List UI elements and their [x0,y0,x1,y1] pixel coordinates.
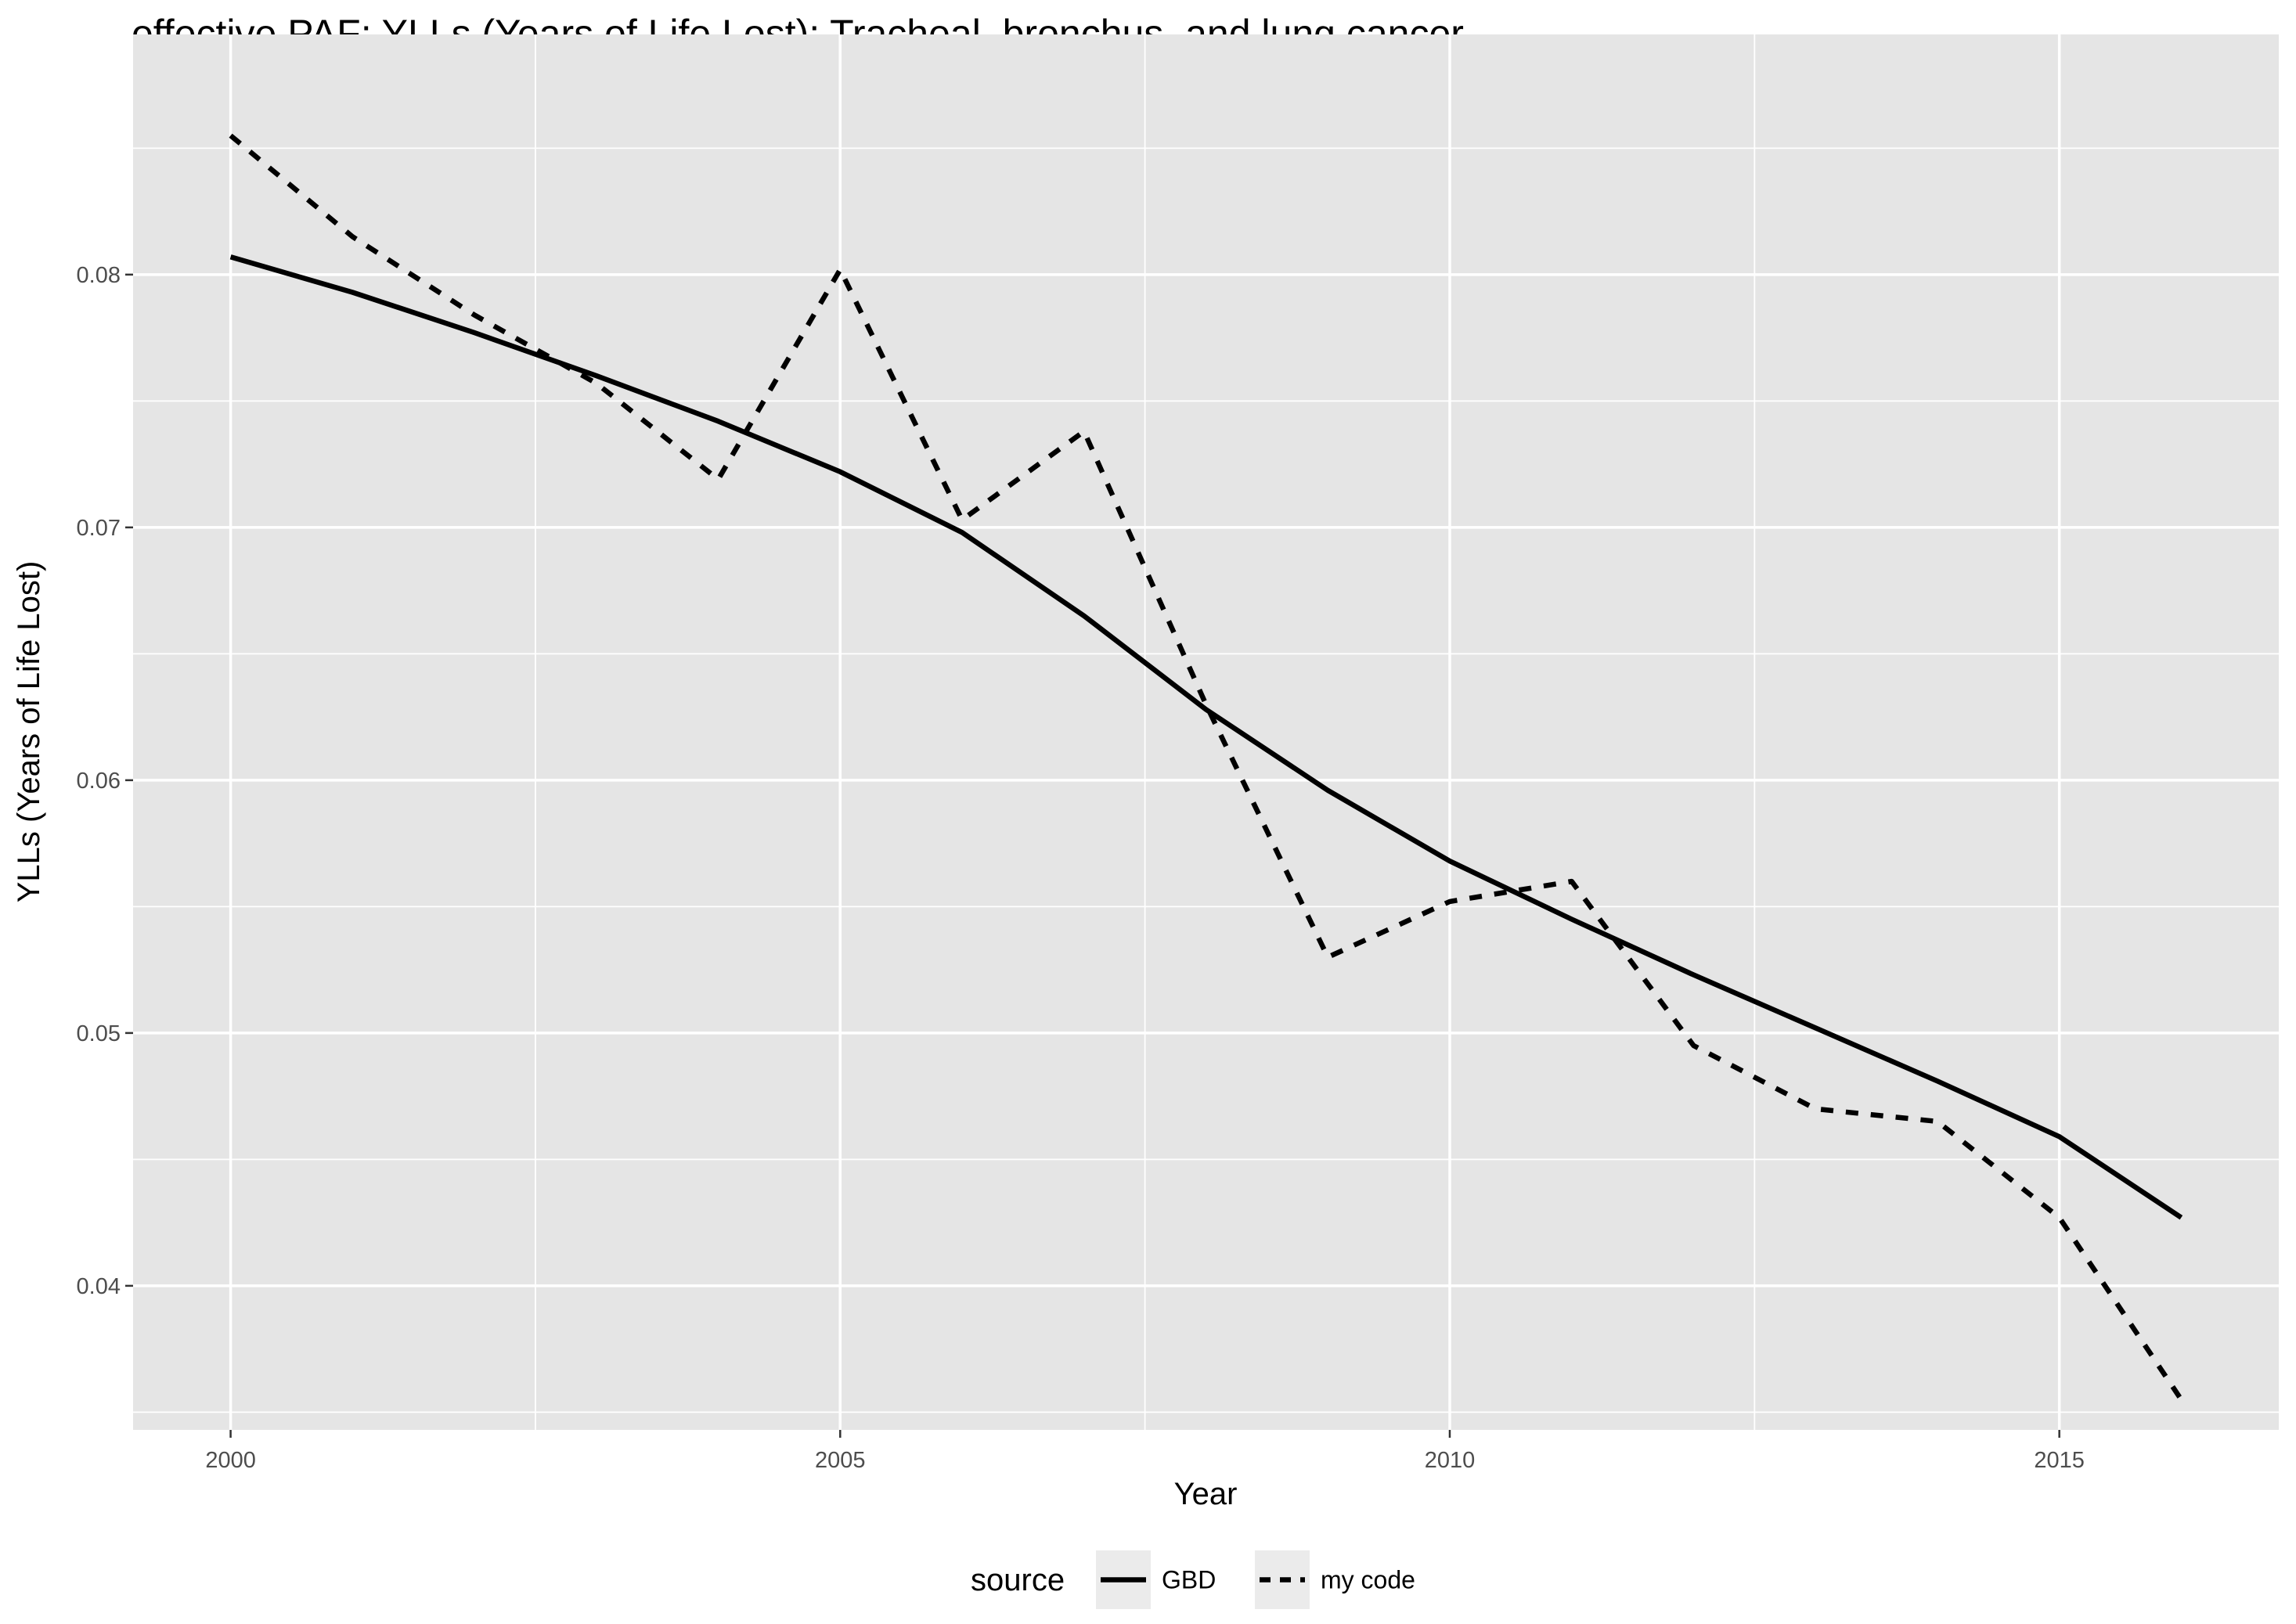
legend-label-1: GBD [1162,1566,1216,1594]
y-tick-label: 0.07 [77,516,121,541]
y-axis-title: YLLs (Years of Life Lost) [12,561,46,903]
y-tick-label: 0.05 [77,1021,121,1046]
y-axis-ticks: 0.04 0.05 0.06 0.07 0.08 [77,263,133,1299]
x-tick-label: 2000 [205,1448,256,1473]
legend: source GBD my code [971,1550,1415,1609]
x-tick-label: 2005 [815,1448,866,1473]
legend-title: source [971,1563,1065,1597]
major-grid [133,34,2279,1430]
y-tick-label: 0.06 [77,769,121,794]
y-tick-label: 0.04 [77,1274,121,1299]
series-line-1 [229,254,2183,1220]
minor-grid [133,34,2279,1430]
y-tick-label: 0.08 [77,263,121,288]
x-tick-label: 2010 [1425,1448,1476,1473]
series-line-2 [229,133,2184,1402]
series-layer [229,133,2184,1402]
legend-label-2: my code [1321,1566,1415,1594]
legend-items: GBD my code [1096,1550,1415,1609]
plot-panel [133,34,2279,1430]
x-tick-label: 2015 [2034,1448,2085,1473]
x-axis-title: Year [1174,1477,1238,1511]
x-axis-ticks: 2000 2005 2010 2015 [205,1430,2085,1473]
